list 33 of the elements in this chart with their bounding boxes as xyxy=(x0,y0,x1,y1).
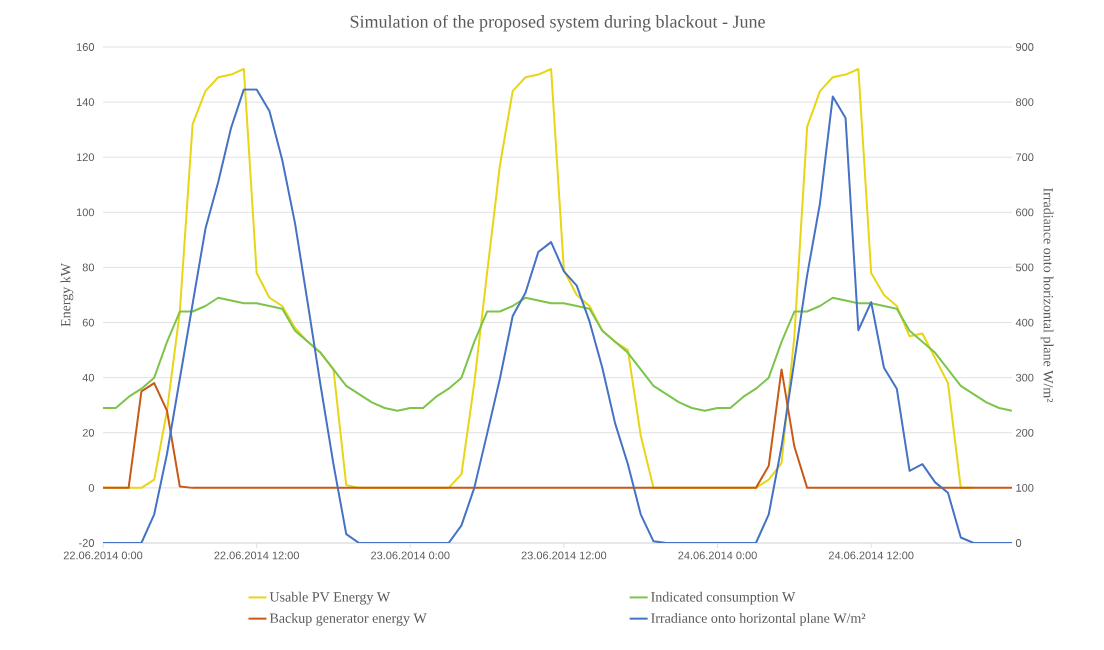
y2-tick-label: 700 xyxy=(1016,153,1034,162)
y-tick-label: 0 xyxy=(88,483,95,492)
x-tick-label: 22.06.2014 12:00 xyxy=(214,551,299,560)
y2-axis-title: Irradiance onto horizontal plane W/m² xyxy=(1040,188,1054,403)
y2-tick-label: 800 xyxy=(1016,98,1034,106)
x-tick-label: 24.06.2014 12:00 xyxy=(828,551,914,560)
y-tick-label: 40 xyxy=(82,373,95,382)
y-axis-title: Energy kW xyxy=(60,263,74,327)
y2-tick-label: 0 xyxy=(1015,539,1022,547)
x-tick-label: 23.06.2014 0:00 xyxy=(371,551,450,560)
y-tick-label: 140 xyxy=(76,98,95,106)
y2-tick-label: 500 xyxy=(1015,263,1034,272)
legend-label: Backup generator energy W xyxy=(269,613,427,626)
y-tick-label: 20 xyxy=(82,428,95,437)
y2-tick-label: 200 xyxy=(1016,428,1034,437)
x-tick-label: 22.06.2014 0:00 xyxy=(63,551,143,560)
x-tick-label: 24.06.2014 0:00 xyxy=(678,551,757,560)
y-tick-label: 100 xyxy=(76,208,95,217)
legend-label: Indicated consumption W xyxy=(651,591,796,605)
y-tick-label: 120 xyxy=(76,153,95,162)
y2-tick-label: 100 xyxy=(1016,483,1034,492)
x-tick-label: 23.06.2014 12:00 xyxy=(521,551,607,560)
chart-title: Simulation of the proposed system during blackout - June xyxy=(350,14,765,32)
y-tick-label: 60 xyxy=(82,318,95,327)
y2-tick-label: 300 xyxy=(1015,373,1034,382)
legend-label: Usable PV Energy W xyxy=(269,591,391,605)
y-tick-label: -20 xyxy=(79,539,95,547)
y-tick-label: 80 xyxy=(82,263,95,272)
legend-label: Irradiance onto horizontal plane W/m² xyxy=(651,613,866,626)
y2-tick-label: 900 xyxy=(1016,43,1034,51)
y2-tick-label: 400 xyxy=(1015,318,1034,327)
y-tick-label: 160 xyxy=(76,43,95,51)
y2-tick-label: 600 xyxy=(1016,208,1034,217)
